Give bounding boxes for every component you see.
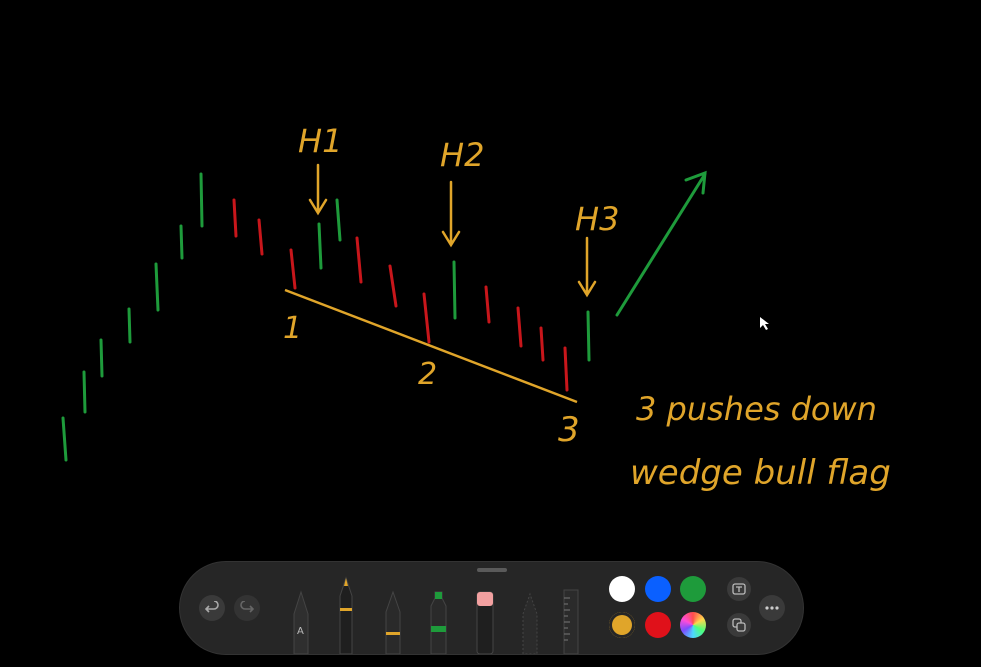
color-gold-swatch-selected[interactable]	[609, 612, 635, 638]
text-box-button[interactable]	[727, 577, 751, 601]
redo-icon	[240, 601, 254, 613]
color-blue-swatch[interactable]	[645, 576, 671, 602]
ruler-tool[interactable]	[563, 589, 579, 654]
redo-button[interactable]	[234, 595, 260, 621]
wedge-trendline	[284, 288, 578, 404]
red-bar-19	[539, 326, 545, 362]
note-pushes-down: 3 pushes down	[636, 390, 877, 428]
color-white-swatch[interactable]	[609, 576, 635, 602]
note-wedge-bull-flag: wedge bull flag	[630, 453, 891, 493]
highlighter-tool[interactable]	[430, 591, 447, 654]
shapes-icon	[732, 618, 746, 632]
toolbar-grabber[interactable]	[477, 568, 507, 572]
more-icon	[765, 606, 779, 610]
label-push-1: 1	[283, 311, 302, 346]
green-bar-16	[452, 260, 457, 320]
color-picker-swatch[interactable]	[680, 612, 706, 638]
eraser-tool[interactable]	[476, 591, 494, 654]
green-bar-7	[199, 172, 204, 228]
green-bar-3	[99, 338, 104, 378]
pen-tool[interactable]: A	[293, 590, 309, 654]
red-bar-13	[355, 236, 363, 284]
green-bar-6	[179, 224, 184, 260]
breakout-arrow	[615, 170, 707, 317]
red-bar-20	[563, 346, 569, 392]
price-bars	[61, 172, 591, 462]
color-green-swatch[interactable]	[680, 576, 706, 602]
label-push-3: 3	[558, 410, 580, 450]
mouse-cursor	[760, 317, 769, 330]
red-bar-9	[257, 218, 264, 256]
green-bar-11	[317, 222, 323, 270]
red-bar-18	[516, 306, 523, 348]
green-bar-1	[61, 416, 68, 462]
lasso-tool[interactable]	[522, 592, 538, 654]
red-bar-14	[388, 264, 398, 308]
label-h1: H1	[298, 122, 342, 160]
red-bar-10	[289, 248, 297, 290]
drawing-toolbar: A	[180, 562, 803, 654]
text-box-icon	[732, 583, 746, 595]
undo-button[interactable]	[199, 595, 225, 621]
pen-tool-label: A	[297, 626, 304, 637]
green-bar-4	[127, 307, 132, 344]
undo-icon	[205, 601, 219, 613]
red-bar-15	[422, 292, 431, 344]
pencil-tool[interactable]	[385, 590, 401, 654]
more-options-button[interactable]	[759, 595, 785, 621]
label-push-2: 2	[418, 357, 437, 392]
label-h2: H2	[440, 136, 484, 174]
label-h3: H3	[575, 200, 619, 238]
push-arrows	[308, 163, 597, 298]
red-bar-8	[232, 198, 238, 238]
marker-tool[interactable]	[339, 576, 353, 654]
color-red-swatch[interactable]	[645, 612, 671, 638]
green-bar-2	[82, 370, 87, 414]
green-bar-12	[335, 198, 342, 242]
shapes-button[interactable]	[727, 613, 751, 637]
red-bar-17	[484, 285, 491, 324]
green-bar-5	[154, 262, 160, 312]
green-bar-21	[586, 310, 591, 362]
